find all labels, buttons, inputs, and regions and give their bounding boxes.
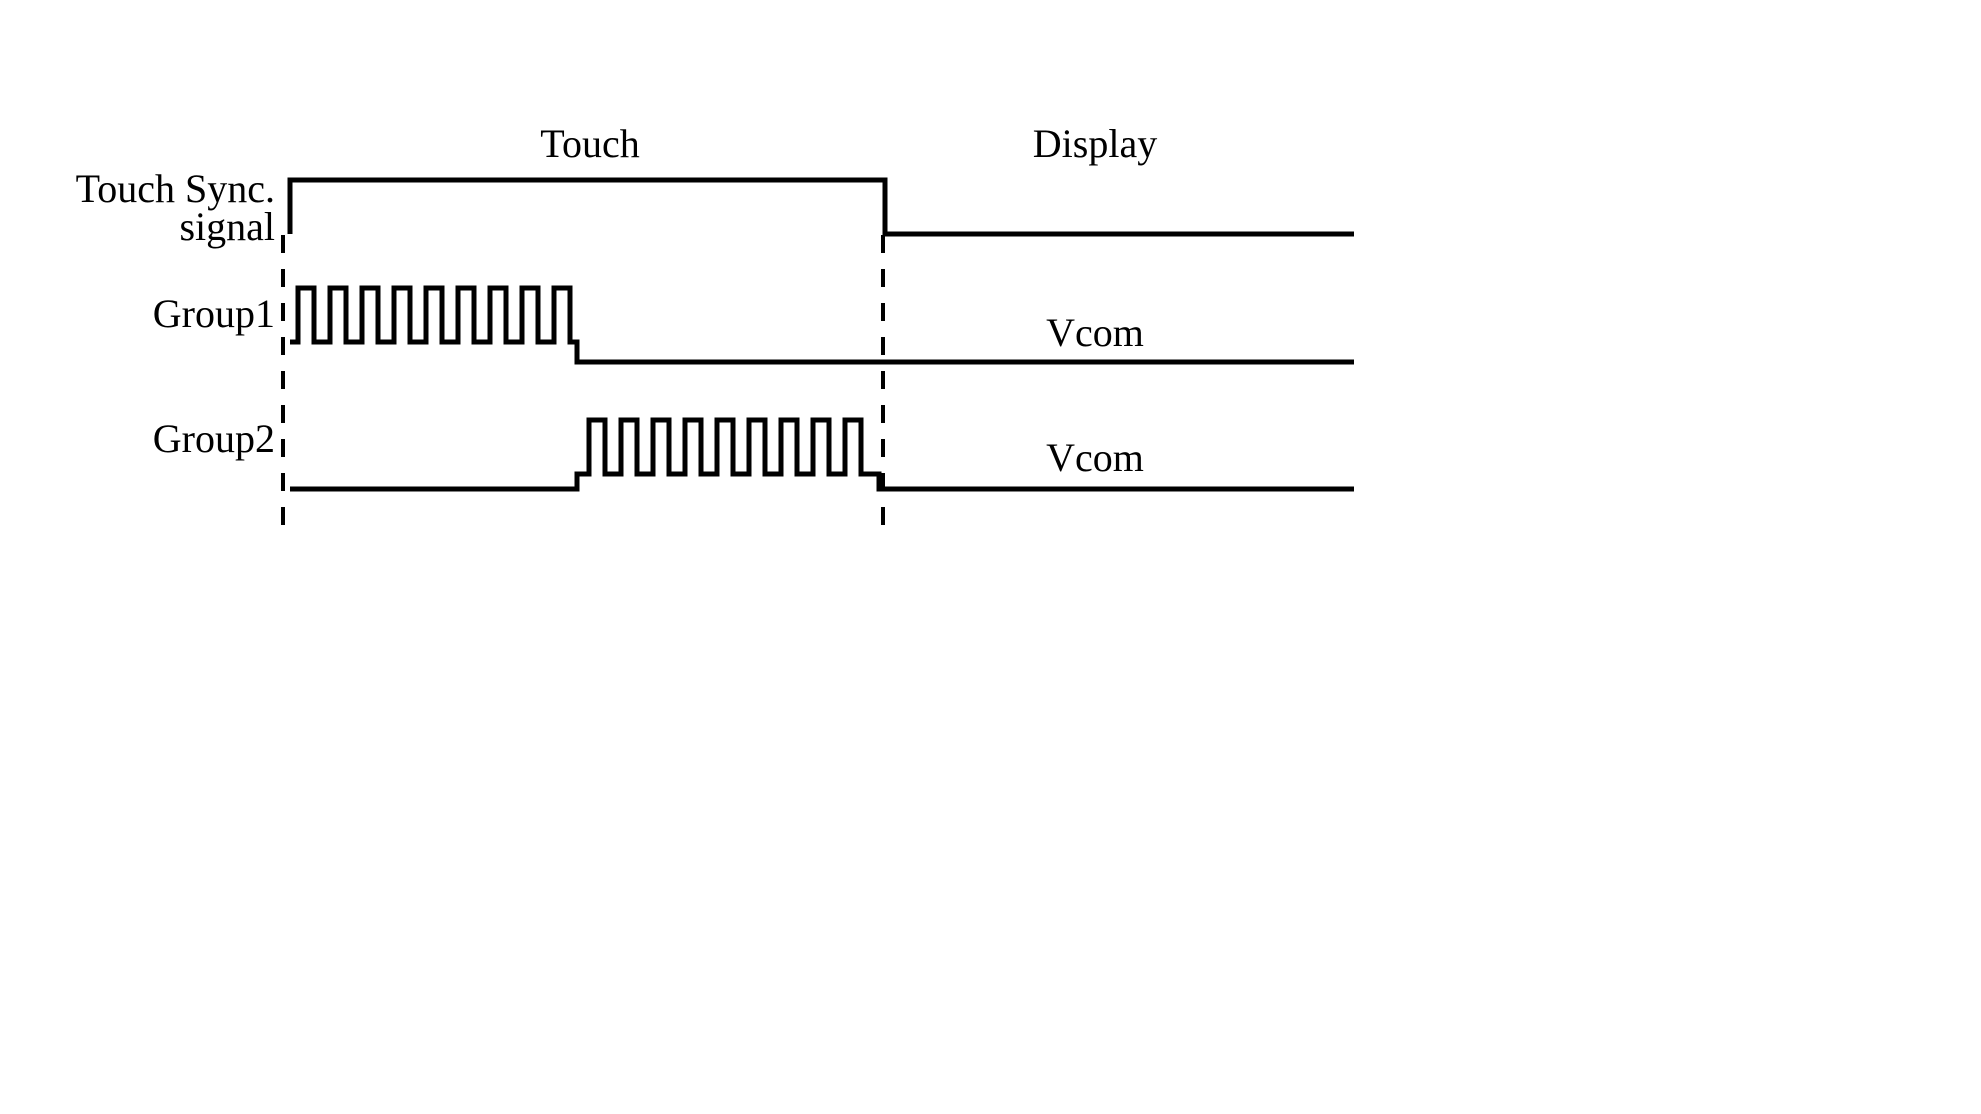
group1-waveform [290,288,1354,362]
vcom2-label: Vcom [1046,435,1144,480]
touch-sync-l2-label: signal [179,204,275,249]
group1-label: Group1 [153,291,275,336]
group2-waveform [290,420,1354,489]
phase-touch-label: Touch [540,121,639,166]
group2-label: Group2 [153,416,275,461]
touch-sync-waveform [290,180,1354,234]
phase-display-label: Display [1033,121,1157,166]
vcom1-label: Vcom [1046,310,1144,355]
